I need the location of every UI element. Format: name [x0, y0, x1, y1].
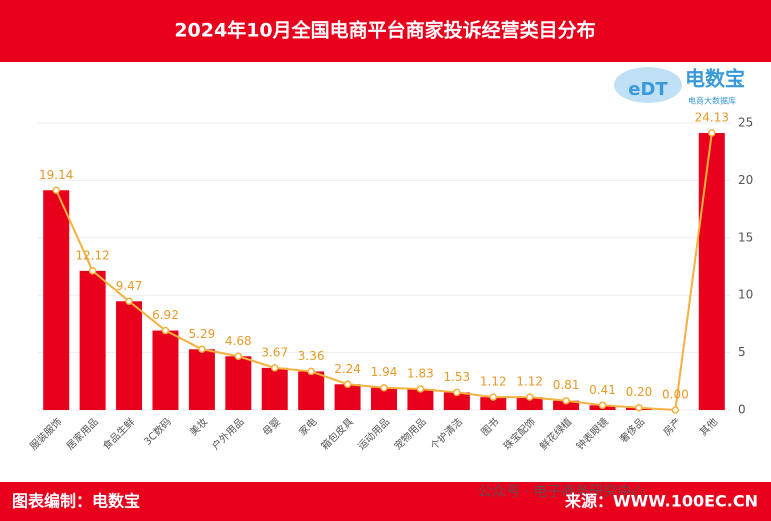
trend-point [453, 388, 461, 397]
trend-point [525, 393, 534, 401]
data-label: 1.94 [371, 365, 398, 379]
data-label: 9.47 [116, 279, 143, 293]
trend-point [270, 364, 279, 372]
bar [698, 132, 725, 410]
data-label: 0.81 [553, 378, 580, 392]
data-label: 24.13 [695, 110, 729, 124]
bar [152, 330, 179, 410]
footer-left: 图表编制：电数宝 [12, 492, 140, 511]
trend-point [161, 326, 170, 335]
data-label: 4.68 [225, 334, 252, 348]
trend-point [125, 297, 133, 306]
trend-point [380, 383, 388, 392]
bar [188, 349, 215, 410]
data-label: 12.12 [75, 248, 109, 262]
trend-point [198, 345, 206, 354]
bar [79, 270, 106, 410]
header-band [0, 0, 771, 62]
data-label: 6.92 [152, 308, 179, 322]
data-label: 1.53 [443, 370, 470, 384]
y-tick-label: 5 [738, 345, 746, 359]
data-label: 0.00 [662, 388, 689, 402]
trend-point [88, 267, 97, 275]
trend-point [234, 352, 243, 361]
bar [298, 371, 325, 410]
bar [261, 367, 288, 410]
y-tick-label: 0 [738, 403, 746, 417]
trend-point [307, 367, 315, 376]
y-tick-label: 20 [738, 173, 753, 187]
watermark: 公众号 · 电子商务研究中心 [478, 484, 645, 500]
data-label: 0.20 [626, 385, 653, 399]
bar [480, 397, 507, 410]
bar [334, 384, 361, 410]
data-label: 0.41 [589, 383, 616, 397]
trend-point [635, 403, 643, 412]
data-label: 1.12 [480, 375, 507, 389]
data-label: 2.24 [334, 362, 361, 376]
data-label: 1.12 [516, 375, 543, 389]
data-label: 19.14 [39, 168, 73, 182]
bar [116, 301, 143, 410]
trend-point [489, 393, 498, 401]
data-label: 5.29 [189, 327, 216, 341]
bar [225, 356, 252, 410]
bar [371, 387, 397, 410]
logo-mark: eDT [628, 79, 668, 100]
trend-point [598, 401, 607, 410]
bar [407, 388, 434, 410]
logo-tagline: 电商大数据库 [688, 96, 736, 106]
trend-point [343, 380, 352, 389]
bar [443, 392, 470, 410]
y-tick-label: 25 [738, 116, 753, 130]
data-label: 3.36 [298, 349, 325, 363]
trend-point [416, 385, 425, 393]
trend-point [52, 186, 60, 195]
data-label: 3.67 [261, 345, 288, 359]
bar [516, 397, 543, 410]
trend-point [562, 396, 570, 405]
chart-title: 2024年10月全国电商平台商家投诉经营类目分布 [174, 19, 595, 42]
trend-point [708, 129, 716, 137]
footer-right: 来源：WWW.100EC.CN [564, 492, 758, 511]
logo-cloud [614, 67, 682, 103]
y-tick-label: 10 [738, 288, 753, 302]
logo-name: 电数宝 [685, 67, 745, 91]
y-tick-label: 15 [738, 230, 753, 244]
data-label: 1.83 [407, 366, 434, 380]
bar [553, 400, 580, 410]
trend-point [671, 406, 680, 414]
bar [43, 190, 70, 410]
footer-band [0, 482, 771, 521]
